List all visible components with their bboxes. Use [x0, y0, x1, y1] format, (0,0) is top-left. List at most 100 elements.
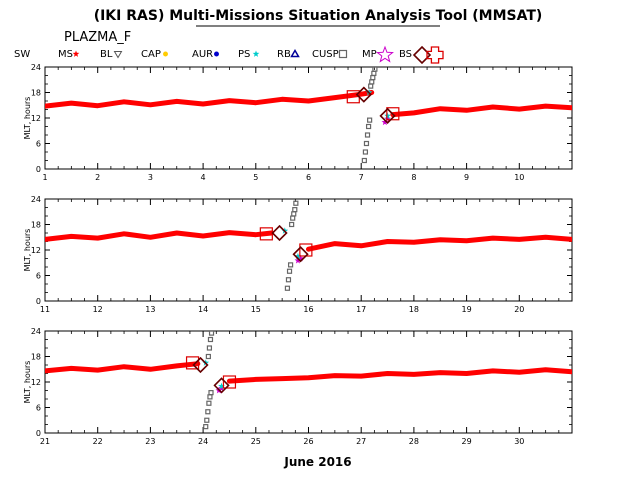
legend-marker: [72, 50, 80, 57]
cusp-point: [208, 390, 214, 396]
x-tick-label: 23: [145, 437, 155, 446]
bs-box: [185, 356, 200, 370]
cusp-point: [364, 132, 371, 138]
cusp-point: [285, 277, 292, 283]
cusp-point: [284, 285, 291, 291]
mp-point: [218, 384, 225, 392]
legend-marker: [338, 49, 348, 59]
legend-label: SW: [14, 49, 30, 60]
x-tick-label: 13: [145, 305, 155, 314]
sw-trace-after: [306, 234, 572, 252]
ps-point: [294, 252, 302, 260]
legend-label: MP: [362, 49, 377, 60]
mp-point: [297, 255, 304, 262]
mission-name: PLAZMA_F: [64, 30, 131, 45]
bs-crossing: [379, 107, 396, 125]
plot-frame: [44, 66, 573, 170]
x-axis-label: June 2016: [283, 455, 351, 469]
x-tick-label: 6: [306, 173, 311, 182]
legend-marker: [252, 50, 260, 57]
legend-label: CUSP: [312, 49, 339, 60]
x-tick-label: 26: [303, 437, 313, 446]
bs-crossing: [213, 377, 230, 394]
panel-2: 11 12 13 14 15 16 17 18 19 20 0 6 12 18 24 MLT, hours: [23, 195, 573, 314]
x-tick-label: 28: [409, 437, 419, 446]
legend-item-bl: BL: [100, 49, 123, 60]
legend-item-cusp: CUSP: [312, 49, 348, 60]
y-tick-label: 18: [31, 221, 41, 230]
data-layer: [45, 331, 572, 430]
legend-item-ps: PS: [238, 49, 260, 60]
data-layer: [45, 200, 572, 291]
legend-marker: [113, 51, 123, 59]
y-tick-label: 0: [36, 429, 41, 438]
legend-label: BS: [399, 49, 412, 60]
cusp-point: [207, 394, 213, 400]
mp-point: [294, 257, 302, 264]
legend-item-rb: RB: [277, 49, 300, 60]
x-tick-label: 16: [303, 305, 313, 314]
x-tick-label: 8: [411, 173, 416, 182]
x-tick-label: 4: [201, 173, 206, 182]
cusp-point: [291, 211, 297, 217]
cusp-point: [372, 67, 378, 72]
x-tick-label: 9: [464, 173, 469, 182]
legend-item-mp: MP: [362, 45, 394, 63]
legend-item-ms: MS: [58, 49, 80, 60]
cusp-point: [290, 215, 296, 221]
x-tick-label: 21: [40, 437, 50, 446]
bs-crossing: [355, 86, 372, 103]
x-tick-label: 11: [40, 305, 50, 314]
cusp-point: [208, 331, 215, 336]
bs-box: [222, 375, 237, 389]
cusp-point: [206, 400, 212, 406]
legend-marker: [214, 51, 219, 57]
cusp-point: [204, 417, 210, 423]
y-axis-label: MLT, hours: [23, 229, 32, 272]
sw-trace: [45, 90, 375, 109]
ps-point: [384, 112, 391, 119]
cusp-point: [207, 336, 214, 343]
x-tick-label: 29: [462, 437, 472, 446]
x-tick-label: 30: [514, 437, 524, 446]
x-tick-label: 17: [356, 305, 366, 314]
bs-crossing: [292, 246, 309, 263]
y-tick-label: 12: [31, 246, 41, 255]
y-axis-label: MLT, hours: [23, 97, 32, 140]
bs-crossing: [192, 356, 209, 374]
cusp-point: [369, 79, 375, 85]
y-tick-label: 6: [36, 272, 41, 281]
legend-item-bs: BS: [399, 45, 432, 65]
y-tick-label: 24: [31, 327, 41, 336]
legend-item-cap: CAP: [141, 49, 168, 60]
x-tick-label: 1: [42, 173, 47, 182]
cusp-point: [292, 207, 298, 213]
cusp-point: [205, 353, 211, 360]
x-tick-label: 2: [95, 173, 100, 182]
cusp-point: [206, 345, 213, 351]
legend-marker: [376, 45, 394, 63]
y-tick-label: 12: [31, 114, 41, 123]
data-layer: [45, 67, 572, 164]
sw-trace: [45, 361, 201, 374]
x-tick-label: 18: [409, 305, 419, 314]
x-tick-label: 24: [198, 437, 208, 446]
legend-label: PS: [238, 49, 250, 60]
x-tick-label: 12: [93, 305, 103, 314]
mp-point: [381, 118, 389, 126]
cusp-point: [362, 149, 369, 155]
y-tick-label: 24: [31, 195, 41, 204]
y-axis-label: MLT, hours: [23, 361, 32, 404]
x-tick-label: 7: [359, 173, 364, 182]
x-tick-label: 15: [251, 305, 261, 314]
y-tick-label: 24: [31, 63, 41, 72]
sw-trace-after: [226, 367, 572, 384]
cusp-point: [287, 262, 294, 268]
plot-frame: [44, 330, 573, 434]
figure-title: (IKI RAS) Multi-Missions Situation Analy…: [94, 8, 543, 24]
legend: SW MS BL CAP AUR PS RB CUSP MP BS: [14, 45, 444, 65]
y-tick-label: 12: [31, 378, 41, 387]
y-tick-label: 0: [36, 165, 41, 174]
bs-box: [386, 107, 400, 121]
